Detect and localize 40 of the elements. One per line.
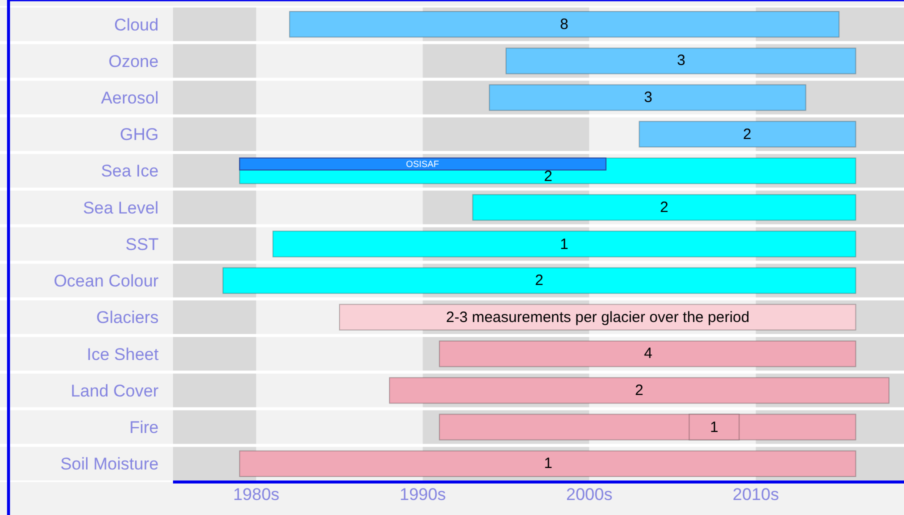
annotation: 8 bbox=[560, 16, 568, 33]
y-tick-label: GHG bbox=[120, 125, 159, 144]
bar bbox=[472, 194, 856, 221]
y-tick-label: Sea Ice bbox=[100, 162, 159, 181]
x-tick-label: 2010s bbox=[732, 485, 779, 504]
y-tick-label: Land Cover bbox=[70, 381, 159, 400]
annotation: 3 bbox=[677, 52, 686, 69]
x-tick-label: 1980s bbox=[233, 485, 280, 504]
y-tick-label: Ice Sheet bbox=[86, 344, 159, 364]
y-tick-label: Soil Moisture bbox=[60, 454, 159, 474]
annotation: 2 bbox=[635, 382, 644, 399]
annotation: 2 bbox=[743, 126, 752, 143]
bar bbox=[272, 230, 856, 258]
y-tick-label: Fire bbox=[129, 418, 159, 438]
annotation: 3 bbox=[644, 89, 652, 106]
bar bbox=[339, 304, 856, 331]
y-tick-label: Aerosol bbox=[100, 88, 159, 108]
y-tick-label: Ocean Colour bbox=[54, 272, 159, 291]
x-tick-label: 1990s bbox=[400, 485, 446, 504]
annotation: 2 bbox=[544, 168, 552, 185]
x-tick-label: 2000s bbox=[566, 485, 612, 504]
annotation: 2 bbox=[660, 199, 668, 216]
y-tick-label: Sea Level bbox=[82, 198, 159, 218]
annotation: 4 bbox=[644, 345, 652, 362]
bar bbox=[638, 120, 856, 148]
annotation: 1 bbox=[544, 455, 552, 472]
y-tick-label: Ozone bbox=[108, 52, 159, 71]
y-tick-label: SST bbox=[126, 234, 159, 254]
bar bbox=[488, 84, 806, 111]
y-tick-label: Cloud bbox=[114, 15, 159, 34]
annotation: 1 bbox=[710, 419, 718, 436]
bar bbox=[239, 157, 606, 171]
y-tick-label: Glaciers bbox=[96, 308, 159, 328]
annotation: 2 bbox=[535, 272, 544, 289]
annotation: 1 bbox=[560, 236, 568, 253]
bar bbox=[506, 48, 856, 74]
bar bbox=[222, 267, 856, 294]
bar bbox=[289, 10, 840, 38]
annotation: 2-3 measurements per glacier over the period bbox=[446, 309, 750, 326]
series-label: OSISAF bbox=[406, 159, 440, 169]
